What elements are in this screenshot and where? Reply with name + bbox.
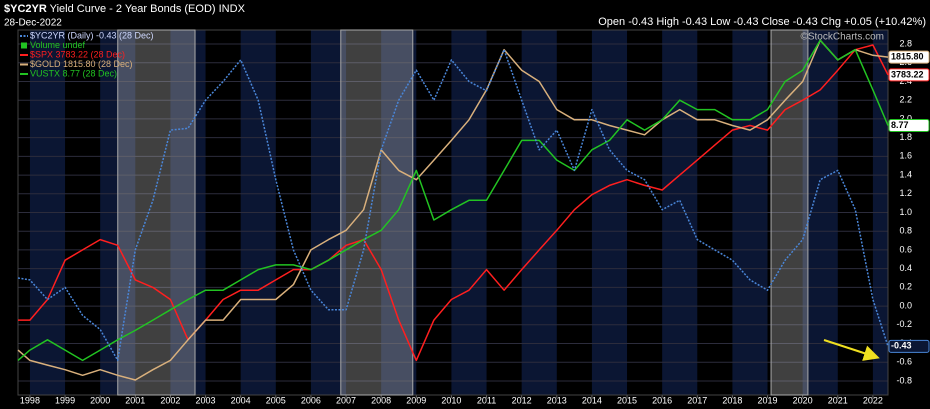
series-line	[17, 39, 889, 381]
x-tick-label: 2000	[90, 395, 110, 405]
x-tick-label: 2004	[231, 395, 251, 405]
last-value-label: 1815.80	[891, 52, 924, 62]
y-tick-label: 1.2	[899, 188, 912, 198]
y-tick-label: 0.0	[899, 300, 912, 310]
x-tick-label: 2003	[196, 395, 216, 405]
y-tick-label: 0.8	[899, 226, 912, 236]
header-title: $YC2YR Yield Curve - 2 Year Bonds (EOD) …	[4, 3, 246, 15]
x-tick-label: 2011	[477, 395, 496, 405]
x-tick-label: 2017	[687, 395, 707, 405]
x-tick-label: 2007	[336, 395, 356, 405]
y-tick-label: -0.2	[896, 319, 912, 329]
x-tick-label: 2005	[266, 395, 286, 405]
series-line	[18, 44, 889, 362]
y-tick-label: 1.8	[899, 132, 912, 142]
date: 28-Dec-2022	[4, 18, 62, 29]
highlight-spans	[117, 29, 809, 396]
legend-label: $GOLD 1815.80 (28 Dec)	[30, 59, 133, 69]
exchange: INDX	[219, 3, 246, 15]
highlight-span	[770, 29, 809, 396]
x-tick-label: 2009	[406, 395, 426, 405]
x-tick-label: 2008	[371, 395, 391, 405]
plot-frame	[17, 29, 889, 396]
x-tick-label: 2020	[793, 395, 813, 405]
x-tick-label: 2001	[125, 395, 145, 405]
x-tick-label: 2019	[758, 395, 778, 405]
x-tick-label: 2006	[301, 395, 321, 405]
y-tick-label: 2.8	[899, 38, 912, 48]
watermark: ©StockCharts.com	[800, 32, 884, 43]
highlight-span	[340, 29, 414, 396]
x-tick-label: 2010	[441, 395, 461, 405]
y-tick-label: 0.6	[899, 244, 912, 254]
x-tick-label: 2012	[512, 395, 532, 405]
ohlc: Open -0.43 High -0.43 Low -0.43 Close -0…	[598, 16, 926, 28]
legend-swatch	[21, 42, 27, 49]
grid: -0.8-0.6-0.4-0.20.00.20.40.60.81.01.21.4…	[17, 29, 912, 405]
x-tick-label: 1999	[55, 395, 75, 405]
last-value-box	[888, 339, 930, 353]
y-tick-label: 0.2	[899, 282, 912, 292]
legend-label: $SPX 3783.22 (28 Dec)	[30, 49, 125, 59]
legend-label: Volume undef	[30, 40, 86, 50]
y-tick-label: 1.0	[899, 207, 912, 217]
y-tick-label: -0.8	[896, 375, 912, 385]
x-tick-label: 2021	[828, 395, 848, 405]
y-tick-label: 2.0	[899, 113, 912, 123]
last-value-label: -0.43	[891, 341, 912, 351]
x-tick-label: 2014	[582, 395, 602, 405]
x-tick-label: 2022	[863, 395, 883, 405]
last-value-label: 3783.22	[891, 69, 924, 79]
last-value-box	[888, 68, 930, 82]
labels: $YC2YR (Daily) -0.43 (28 Dec)Volume unde…	[20, 30, 930, 353]
legend-label: $YC2YR (Daily) -0.43 (28 Dec)	[30, 30, 154, 40]
legend-label: VUSTX 8.77 (28 Dec)	[30, 68, 117, 78]
series-line	[17, 39, 889, 362]
x-tick-label: 1998	[20, 395, 40, 405]
annotation-arrow	[823, 339, 880, 361]
x-tick-label: 2002	[160, 395, 180, 405]
last-value-box	[888, 118, 930, 132]
x-tick-label: 2016	[652, 395, 672, 405]
y-tick-label: 1.6	[899, 151, 912, 161]
symbol: $YC2YR	[4, 3, 47, 15]
highlight-span	[117, 29, 196, 396]
x-tick-label: 2015	[617, 395, 637, 405]
lines	[17, 39, 889, 381]
y-tick-label: 1.4	[899, 169, 912, 179]
y-tick-label: 2.2	[899, 95, 912, 105]
x-tick-label: 2018	[722, 395, 742, 405]
series-line	[17, 48, 889, 362]
y-tick-label: 0.4	[899, 263, 912, 273]
y-tick-label: -0.6	[896, 357, 912, 367]
x-tick-label: 2013	[547, 395, 567, 405]
last-value-label: 8.77	[891, 120, 909, 130]
title: Yield Curve - 2 Year Bonds (EOD)	[50, 3, 216, 15]
last-value-box	[888, 50, 930, 64]
